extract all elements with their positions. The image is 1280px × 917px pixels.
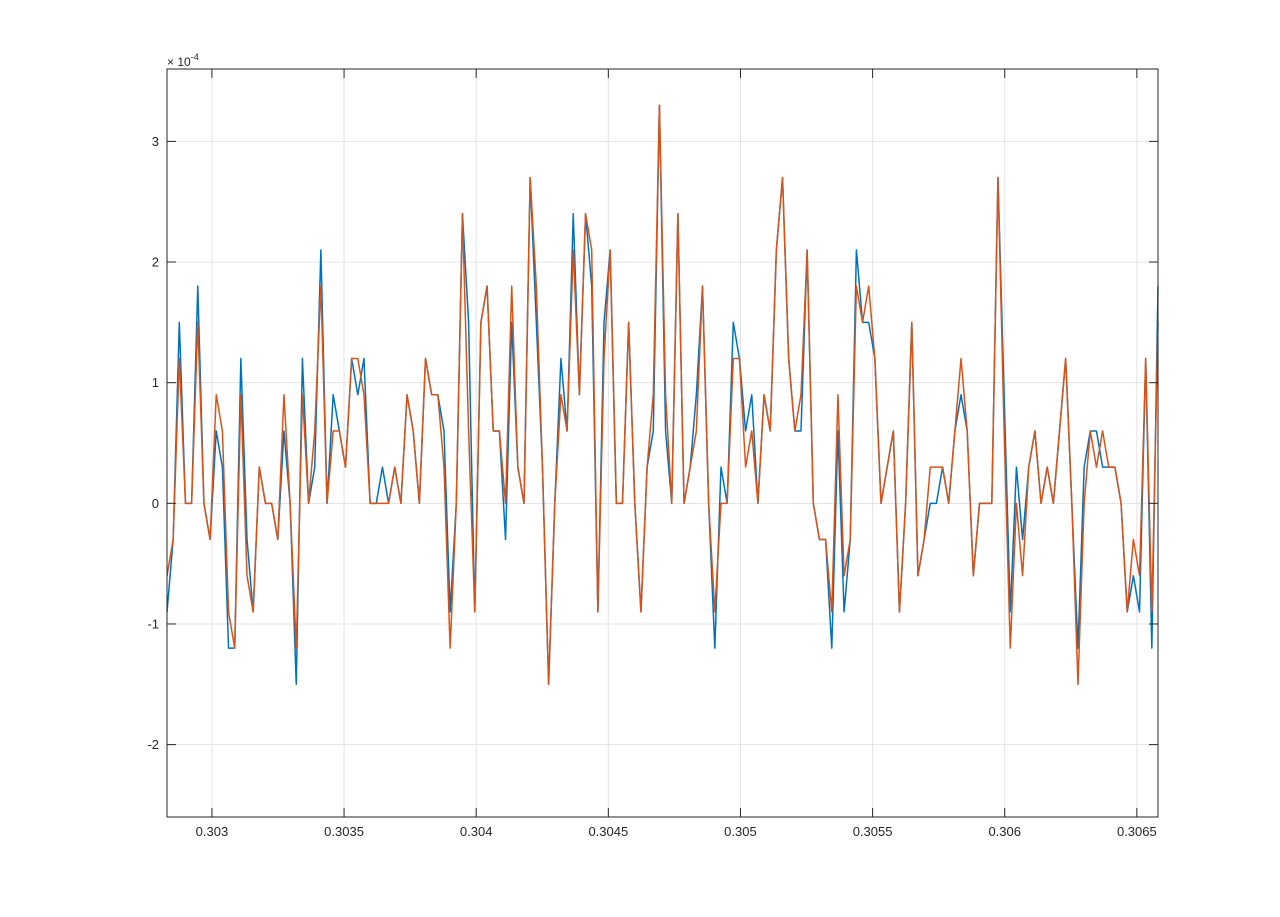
- x-tick-label: 0.303: [196, 824, 229, 839]
- ticks: [167, 69, 1158, 817]
- y-tick-label: 0: [152, 496, 159, 511]
- x-tick-label: 0.3045: [588, 824, 628, 839]
- x-tick-label: 0.3065: [1117, 824, 1157, 839]
- y-exponent-base: × 10: [167, 55, 191, 69]
- series-line-2: [166, 104, 1159, 686]
- y-exponent-label: × 10-4: [167, 52, 199, 69]
- x-tick-label: 0.305: [724, 824, 757, 839]
- x-tick-label: 0.3055: [853, 824, 893, 839]
- x-tick-label: 0.3035: [324, 824, 364, 839]
- x-tick-labels: 0.303 0.3035 0.304 0.3045 0.305 0.3055 0.306 0.…: [196, 824, 1157, 839]
- y-exponent-power: -4: [191, 52, 199, 62]
- y-tick-label: 1: [152, 375, 159, 390]
- y-tick-label: 2: [152, 255, 159, 270]
- axes-box: [166, 68, 1159, 818]
- y-tick-label: 3: [152, 134, 159, 149]
- y-tick-label: -2: [147, 737, 159, 752]
- x-tick-label: 0.304: [460, 824, 493, 839]
- y-tick-labels: 3 2 1 0 -1 -2: [147, 134, 159, 752]
- x-tick-label: 0.306: [988, 824, 1021, 839]
- y-tick-label: -1: [147, 616, 159, 631]
- series-layer: [166, 104, 1159, 686]
